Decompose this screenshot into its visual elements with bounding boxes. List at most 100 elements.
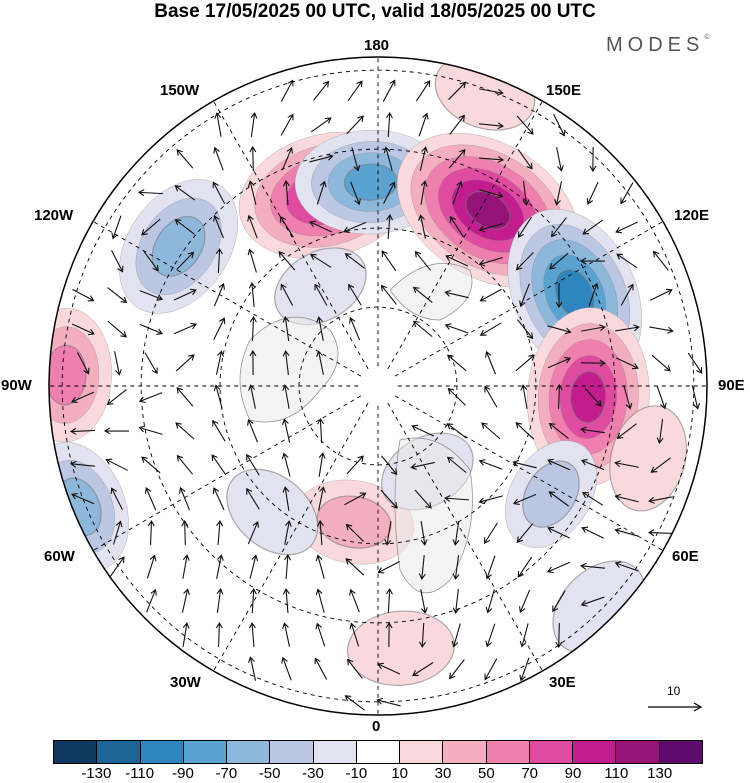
- wind-vector-arrow: [582, 219, 604, 235]
- wind-vector-arrow: [211, 454, 227, 476]
- wind-vector-arrow: [588, 282, 599, 307]
- wind-vector-arrow: [215, 621, 223, 648]
- wind-vector-arrow: [69, 460, 95, 468]
- wind-vector-arrow: [419, 622, 427, 649]
- wind-vector-arrow: [554, 181, 563, 206]
- colorbar-swatch: [400, 741, 444, 763]
- wind-vector-arrow: [479, 122, 505, 130]
- wind-vector-arrow: [213, 282, 225, 307]
- wind-vector-arrow: [556, 147, 564, 172]
- wind-vector-arrow: [620, 283, 634, 306]
- wind-vector-arrow: [284, 553, 291, 580]
- colorbar-swatch: [573, 741, 617, 763]
- wind-vector-arrow: [687, 352, 703, 374]
- wind-vector-arrow: [215, 247, 223, 274]
- wind-vector-arrow: [452, 180, 463, 205]
- wind-vector-arrow: [138, 392, 163, 403]
- wind-vector-arrow: [109, 556, 125, 578]
- wind-vector-arrow: [215, 350, 224, 375]
- lon-label-60e: 60E: [672, 548, 699, 565]
- wind-vector-arrow: [410, 461, 435, 470]
- wind-vector-arrow: [447, 387, 466, 406]
- wind-vector-arrow: [143, 250, 159, 272]
- wind-vector-arrow: [344, 492, 367, 506]
- land-outlines: [239, 263, 473, 594]
- wind-vector-arrow: [385, 111, 393, 138]
- wind-vector-arrow: [615, 357, 639, 370]
- wind-vector-arrow: [380, 284, 397, 305]
- wind-vector-arrow: [414, 250, 431, 271]
- wind-vector-arrow: [213, 146, 224, 171]
- colorbar-tick-label: -70: [215, 765, 238, 782]
- wind-vector-arrow: [314, 657, 328, 680]
- wind-vector-arrow: [317, 417, 325, 444]
- wind-vector-arrow: [614, 493, 639, 503]
- graticule: [49, 57, 707, 715]
- wind-vector-arrow: [446, 423, 467, 439]
- wind-vector-arrow: [309, 253, 332, 268]
- wind-vector-arrow: [349, 316, 361, 341]
- wind-vector-arrow: [144, 486, 157, 511]
- wind-vector-arrow: [383, 146, 393, 171]
- wind-vector-arrow: [443, 495, 470, 502]
- colorbar-tick-label: -10: [345, 765, 368, 782]
- wind-vector-arrow: [448, 149, 466, 169]
- wind-vector-arrow: [247, 180, 257, 205]
- wind-vector-arrow: [614, 561, 639, 572]
- wind-vector-arrow: [589, 146, 597, 173]
- wind-vector-arrow: [484, 385, 498, 408]
- wind-vector-arrow: [351, 147, 361, 172]
- wind-vector-arrow: [141, 456, 161, 474]
- wind-vector-arrow: [446, 354, 467, 372]
- colorbar-tick-label: -110: [125, 765, 155, 782]
- wind-vector-arrow: [282, 622, 291, 647]
- wind-vector-arrow: [347, 80, 363, 102]
- wind-vector-arrow: [519, 283, 530, 308]
- wind-vector-arrow: [518, 589, 531, 614]
- wind-vector-arrow: [555, 282, 563, 309]
- wind-vector-arrow: [515, 422, 535, 440]
- positive-anomaly-contour: [49, 344, 87, 406]
- wind-vector-arrow: [280, 79, 294, 102]
- wind-vector-arrow: [411, 424, 435, 437]
- copyright-mark: ©: [704, 34, 710, 41]
- wind-vector-arrow: [547, 526, 571, 539]
- colorbar-swatch: [97, 741, 141, 763]
- wind-vector-arrow: [112, 520, 123, 545]
- wind-vector-arrow: [107, 287, 128, 304]
- lon-label-180: 180: [364, 37, 390, 54]
- wind-vector-arrow: [691, 385, 701, 410]
- wind-vector-arrow: [620, 182, 634, 205]
- wind-vector-arrow: [382, 79, 396, 102]
- wind-vector-arrow: [216, 588, 224, 613]
- wind-vector-arrow: [111, 250, 124, 273]
- wind-vector-arrow: [553, 114, 566, 137]
- anomaly-field: [49, 57, 688, 686]
- wind-vector-arrow: [344, 695, 365, 711]
- wind-vector-arrow: [107, 320, 127, 338]
- wind-vector-arrow: [139, 290, 164, 301]
- wind-vector-arrow: [70, 492, 95, 505]
- colorbar-swatch: [529, 741, 574, 763]
- wind-vector-arrow: [345, 558, 365, 576]
- wind-vector-arrow: [315, 588, 325, 613]
- wind-vector-arrow: [346, 658, 363, 679]
- wind-vector-arrow: [213, 214, 224, 239]
- wind-vector-arrow: [445, 254, 469, 267]
- wind-vector-arrow: [415, 80, 431, 102]
- colorbar-swatch: [659, 741, 702, 763]
- wind-vector-arrow: [246, 453, 260, 476]
- wind-vector-arrow: [386, 213, 394, 240]
- lon-label-30e: 30E: [549, 674, 576, 691]
- wind-vector-arrow: [479, 322, 502, 336]
- wind-vector-arrow: [412, 286, 433, 303]
- lon-label-60w: 60W: [44, 548, 75, 565]
- wind-vector-arrow: [656, 385, 667, 410]
- wind-vector-arrow: [247, 418, 258, 443]
- wind-vector-arrow: [580, 596, 605, 607]
- wind-vector-arrow: [451, 623, 461, 648]
- wind-vector-arrow: [555, 383, 563, 410]
- wind-vector-arrow: [581, 324, 606, 332]
- wind-vector-arrow: [246, 487, 260, 510]
- wind-vector-arrow: [516, 523, 534, 544]
